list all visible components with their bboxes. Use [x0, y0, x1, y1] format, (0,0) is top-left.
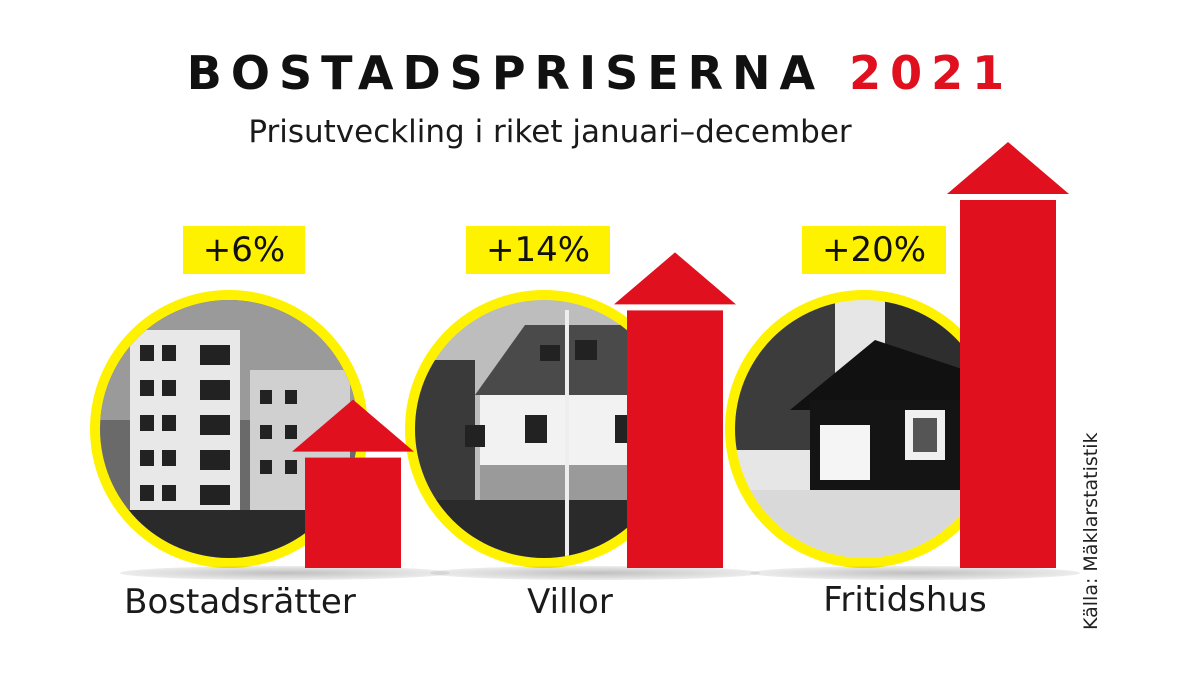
- apartment-photo: [90, 290, 368, 568]
- arrow-bostadsratter-shaft: [305, 457, 401, 568]
- cottage-photo: [725, 290, 1003, 568]
- value-label-bostadsratter: +6%: [183, 226, 305, 274]
- shadow-1: [120, 566, 450, 580]
- category-label-villor: Villor: [527, 582, 613, 622]
- category-label-bostadsratter: Bostadsrätter: [124, 582, 356, 622]
- arrow-fritidshus: [947, 142, 1069, 568]
- chart-title: BOSTADSPRISERNA 2021: [0, 46, 1200, 100]
- title-text: BOSTADSPRISERNA: [186, 46, 825, 100]
- arrow-fritidshus-shaft: [960, 200, 1056, 568]
- arrow-villor: [614, 252, 736, 568]
- arrow-villor-shaft: [627, 310, 723, 568]
- arrow-bostadsratter-head: [292, 399, 414, 452]
- title-year: 2021: [849, 46, 1014, 100]
- shadow-2: [430, 566, 760, 580]
- arrow-bostadsratter: [292, 399, 414, 568]
- arrow-fritidshus-head: [947, 142, 1069, 194]
- category-label-fritidshus: Fritidshus: [823, 580, 987, 620]
- source-note: Källa: Mäklarstatistik: [1080, 432, 1102, 630]
- arrow-villor-head: [614, 252, 736, 305]
- chart-subtitle: Prisutveckling i riket januari–december: [248, 114, 852, 150]
- value-label-villor: +14%: [466, 226, 610, 274]
- value-label-fritidshus: +20%: [802, 226, 946, 274]
- shadow-3: [750, 566, 1080, 580]
